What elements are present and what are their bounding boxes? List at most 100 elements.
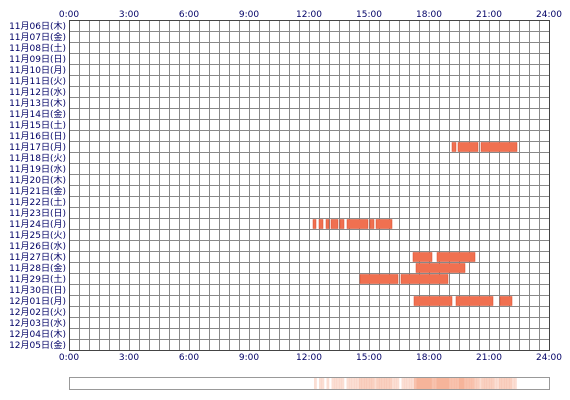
x-tick-label-top: 12:00: [296, 10, 322, 20]
summary-strip-cell: [381, 377, 385, 389]
summary-strip-cell: [371, 377, 375, 389]
day-label: 11月20日(木): [9, 174, 66, 186]
summary-strip-cell: [511, 377, 515, 389]
plot-border: [69, 20, 550, 351]
summary-strip-cell: [351, 377, 355, 389]
x-tick-label-bottom: 24:00: [536, 353, 562, 363]
x-tick-label-bottom: 0:00: [59, 353, 79, 363]
summary-strip-cell: [359, 377, 362, 389]
summary-strip-cell: [506, 377, 510, 389]
x-tick-label-bottom: 9:00: [239, 353, 259, 363]
x-tick-label-bottom: 6:00: [179, 353, 199, 363]
summary-strip-cell: [406, 377, 410, 389]
x-tick-label-bottom: 15:00: [356, 353, 382, 363]
summary-strip-cell: [319, 377, 322, 389]
day-label: 11月11日(火): [9, 76, 66, 87]
summary-strip-cell: [486, 377, 490, 389]
day-label: 12月02日(火): [9, 307, 66, 318]
summary-strip-cell: [411, 377, 415, 389]
x-tick-label-top: 3:00: [119, 10, 139, 20]
activity-bar: [499, 296, 513, 306]
day-label: 11月26日(水): [9, 240, 66, 252]
bars: [312, 142, 518, 306]
summary-strip-cell: [349, 377, 352, 389]
bottom-axis: 0:00 3:00 6:00 9:00 12:00 15:00 18:00 21:00 24:0…: [59, 353, 562, 363]
summary-strip-cell: [396, 377, 400, 389]
summary-strip-cell: [426, 377, 430, 389]
day-label: 11月09日(日): [9, 54, 66, 65]
summary-strip-border: [69, 377, 550, 390]
day-label: 11月13日(木): [9, 97, 66, 109]
x-tick-label-top: 15:00: [356, 10, 382, 20]
activity-bar: [375, 219, 393, 229]
day-label: 11月12日(水): [9, 86, 66, 98]
summary-strip-cell: [491, 377, 495, 389]
summary-strip-cell: [476, 377, 480, 389]
summary-strip-cell: [374, 377, 377, 389]
day-label: 11月22日(土): [9, 196, 66, 208]
grid: [69, 20, 550, 351]
summary-strip-cell: [376, 377, 380, 389]
activity-bar: [400, 274, 449, 284]
plot-frame: [69, 20, 550, 351]
summary-strip-cell: [424, 377, 427, 389]
day-label: 11月14日(金): [9, 108, 66, 120]
x-tick-label-bottom: 18:00: [416, 353, 442, 363]
summary-strip-cell: [386, 377, 390, 389]
activity-bar: [457, 142, 479, 152]
x-tick-label-bottom: 12:00: [296, 353, 322, 363]
summary-strip-cell: [451, 377, 455, 389]
summary-strip-cell: [441, 377, 445, 389]
x-tick-label-top: 21:00: [476, 10, 502, 20]
summary-strip-cell: [444, 377, 447, 389]
day-label: 11月27日(木): [9, 251, 66, 263]
summary-strip-cell: [449, 377, 452, 389]
summary-strip-cell: [481, 377, 485, 389]
x-tick-label-top: 18:00: [416, 10, 442, 20]
activity-bar: [413, 296, 453, 306]
day-label: 11月06日(木): [9, 20, 66, 32]
day-label: 11月18日(火): [9, 153, 66, 164]
day-label: 11月19日(水): [9, 163, 66, 175]
summary-strip-cell: [504, 377, 507, 389]
day-label: 11月30日(日): [9, 285, 66, 296]
summary-strip-cell: [429, 377, 432, 389]
summary-strip-cell: [391, 377, 395, 389]
summary-strip-cell: [379, 377, 382, 389]
summary-strip-cell: [389, 377, 392, 389]
summary-strip-cell: [446, 377, 450, 389]
summary-strip: [69, 377, 550, 390]
summary-strip-cell: [394, 377, 397, 389]
summary-strip-cell: [361, 377, 365, 389]
day-label: 12月04日(木): [9, 328, 66, 340]
summary-strip-cell: [366, 377, 370, 389]
activity-bar: [436, 252, 476, 262]
top-axis: 0:00 3:00 6:00 9:00 12:00 15:00 18:00 21:00 24:0…: [59, 10, 562, 20]
summary-strip-cell: [414, 377, 417, 389]
activity-bar: [325, 219, 330, 229]
summary-strip-cell: [336, 377, 340, 389]
activity-bar: [318, 219, 324, 229]
summary-strip-cell: [464, 377, 467, 389]
summary-strip-cell: [466, 377, 470, 389]
summary-strip-cell: [489, 377, 492, 389]
summary-strip-cell: [471, 377, 475, 389]
summary-strip-cell: [341, 377, 345, 389]
x-tick-label-bottom: 3:00: [119, 353, 139, 363]
summary-strip-cell: [434, 377, 437, 389]
day-label: 11月08日(土): [9, 42, 66, 54]
summary-strip-cell: [334, 377, 337, 389]
activity-bar: [369, 219, 375, 229]
summary-strip-cell: [474, 377, 477, 389]
day-label: 12月03日(水): [9, 317, 66, 329]
summary-strip-cell: [456, 377, 460, 389]
x-tick-label-top: 6:00: [179, 10, 199, 20]
summary-strip-cell: [514, 377, 517, 389]
day-label: 11月10日(月): [9, 65, 66, 76]
summary-strip-cell: [439, 377, 442, 389]
activity-bar: [346, 219, 369, 229]
summary-strip-cell: [431, 377, 435, 389]
summary-strip-cell: [484, 377, 487, 389]
